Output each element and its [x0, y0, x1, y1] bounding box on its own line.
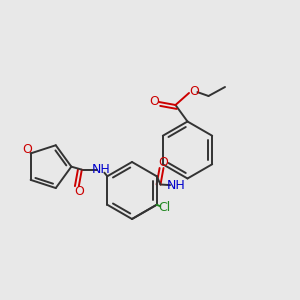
- Text: O: O: [74, 185, 84, 198]
- Text: NH: NH: [92, 163, 111, 176]
- Text: O: O: [149, 94, 159, 108]
- Text: O: O: [159, 156, 168, 169]
- Text: O: O: [23, 143, 33, 156]
- Text: O: O: [189, 85, 199, 98]
- Text: Cl: Cl: [158, 201, 170, 214]
- Text: NH: NH: [167, 178, 185, 192]
